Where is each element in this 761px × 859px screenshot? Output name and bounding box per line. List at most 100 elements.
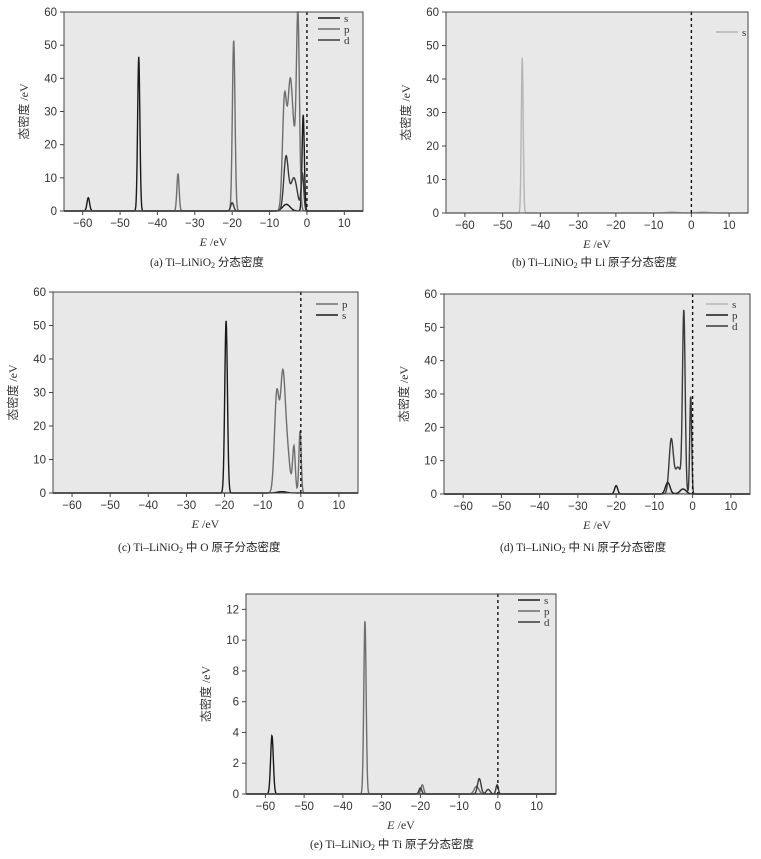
y-tick-label: 0 bbox=[431, 489, 437, 501]
x-tick-label: −10 bbox=[253, 500, 273, 512]
legend-label-s: s bbox=[742, 27, 746, 39]
x-tick-label: −60 bbox=[62, 500, 82, 512]
legend-label-s: s bbox=[342, 310, 346, 322]
x-tick-label: −10 bbox=[644, 220, 664, 232]
y-axis-label: 态密度 /eV bbox=[198, 666, 213, 723]
caption-d: (d) Ti–LiNiO2 中 Ni 原子分态密度 bbox=[500, 542, 667, 555]
y-tick-label: 0 bbox=[433, 208, 439, 220]
caption-c: (c) Ti–LiNiO2 中 O 原子分态密度 bbox=[118, 542, 281, 555]
x-tick-label: −20 bbox=[215, 500, 235, 512]
x-axis-label: E /eV bbox=[191, 517, 220, 531]
y-tick-label: 0 bbox=[40, 488, 46, 500]
y-tick-label: 20 bbox=[426, 141, 439, 153]
chart-svg-c: −60 −50 −40 −30 −20 −10 0 10 0 10 20 30 40 50 60 E /eV 态… bbox=[5, 287, 359, 531]
x-tick-label: 0 bbox=[495, 801, 501, 813]
y-tick-label: 10 bbox=[226, 635, 239, 647]
y-axis-label: 态密度 /eV bbox=[16, 83, 31, 140]
x-tick-label: −60 bbox=[453, 501, 473, 513]
y-tick-label: 40 bbox=[44, 73, 57, 85]
x-tick-label: −50 bbox=[493, 220, 513, 232]
x-tick-label: −20 bbox=[606, 501, 626, 513]
x-tick-label: −60 bbox=[73, 218, 93, 230]
plot-area bbox=[53, 292, 358, 493]
x-axis-label: E /eV bbox=[199, 235, 228, 249]
x-tick-label: 10 bbox=[723, 220, 736, 232]
x-tick-label: −60 bbox=[256, 801, 276, 813]
legend-label-p: p bbox=[342, 299, 348, 311]
x-tick-label: 10 bbox=[333, 500, 346, 512]
y-tick-label: 12 bbox=[226, 604, 239, 616]
plot-area bbox=[446, 12, 748, 213]
x-tick-label: 10 bbox=[724, 501, 737, 513]
legend-label-s: s bbox=[344, 13, 348, 25]
x-tick-label: −10 bbox=[645, 501, 665, 513]
x-tick-label: −50 bbox=[110, 218, 130, 230]
x-tick-label: −10 bbox=[260, 218, 280, 230]
x-tick-label: −40 bbox=[333, 801, 353, 813]
caption-b: (b) Ti–LiNiO2 中 Li 原子分态密度 bbox=[512, 257, 678, 270]
x-axis-label: E /eV bbox=[386, 818, 415, 832]
x-tick-label: 0 bbox=[298, 500, 304, 512]
y-tick-label: 60 bbox=[44, 7, 57, 19]
axes-frame bbox=[245, 593, 557, 795]
x-tick-label: −40 bbox=[148, 218, 168, 230]
x-tick-label: −30 bbox=[185, 218, 205, 230]
x-tick-label: −30 bbox=[177, 500, 197, 512]
chart-panel-a: −60 −50 −40 −30 −20 −10 0 10 0 10 20 30 40 50 60 E /eV 态… bbox=[0, 0, 380, 270]
x-tick-label: −50 bbox=[100, 500, 120, 512]
y-tick-label: 30 bbox=[426, 108, 439, 120]
chart-panel-e: −60 −50 −40 −30 −20 −10 0 10 0 2 4 6 8 10 12 E /eV 态密度 /… bbox=[190, 582, 570, 859]
y-tick-label: 60 bbox=[426, 7, 439, 19]
x-axis-label: E /eV bbox=[582, 237, 611, 251]
y-tick-label: 20 bbox=[424, 422, 437, 434]
y-tick-label: 50 bbox=[426, 41, 439, 53]
y-tick-label: 50 bbox=[44, 40, 57, 52]
chart-svg-b: −60 −50 −40 −30 −20 −10 0 10 0 10 20 30 40 50 60 E /eV 态… bbox=[398, 7, 749, 251]
legend-label-d: d bbox=[544, 617, 550, 629]
legend-label-d: d bbox=[732, 321, 738, 333]
chart-svg-a: −60 −50 −40 −30 −20 −10 0 10 0 10 20 30 40 50 60 E /eV 态… bbox=[16, 7, 364, 249]
y-axis-label: 态密度 /eV bbox=[398, 84, 413, 141]
y-axis-label: 态密度 /eV bbox=[5, 364, 20, 421]
chart-panel-b: −60 −50 −40 −30 −20 −10 0 10 0 10 20 30 40 50 60 E /eV 态… bbox=[380, 0, 761, 270]
x-tick-label: −10 bbox=[449, 801, 469, 813]
x-tick-label: −40 bbox=[139, 500, 159, 512]
y-tick-label: 40 bbox=[424, 356, 437, 368]
x-tick-label: −40 bbox=[531, 220, 551, 232]
caption-e: (e) Ti–LiNiO2 中 Ti 原子分态密度 bbox=[310, 839, 474, 852]
y-tick-label: 20 bbox=[44, 140, 57, 152]
y-tick-label: 6 bbox=[233, 697, 239, 709]
chart-panel-d: −60 −50 −40 −30 −20 −10 0 10 0 10 20 30 40 50 60 E /eV 态… bbox=[380, 282, 761, 554]
x-tick-label: 10 bbox=[338, 218, 351, 230]
plot-area bbox=[246, 594, 556, 794]
y-tick-label: 30 bbox=[424, 389, 437, 401]
y-tick-label: 40 bbox=[426, 74, 439, 86]
y-tick-label: 10 bbox=[33, 455, 46, 467]
chart-svg-e: −60 −50 −40 −30 −20 −10 0 10 0 2 4 6 8 10 12 E /eV 态密度 /… bbox=[198, 593, 557, 832]
y-tick-label: 40 bbox=[33, 354, 46, 366]
y-tick-label: 8 bbox=[233, 666, 239, 678]
x-axis-label: E /eV bbox=[582, 518, 611, 532]
x-tick-label: −20 bbox=[222, 218, 242, 230]
x-tick-label: 0 bbox=[304, 218, 310, 230]
y-tick-label: 30 bbox=[33, 388, 46, 400]
legend-label-p: p bbox=[732, 310, 738, 322]
x-tick-label: −30 bbox=[568, 501, 588, 513]
y-tick-label: 60 bbox=[33, 287, 46, 299]
x-tick-label: 0 bbox=[689, 501, 695, 513]
x-tick-label: −20 bbox=[411, 801, 431, 813]
y-tick-label: 60 bbox=[424, 289, 437, 301]
plot-area bbox=[64, 12, 363, 211]
plot-area bbox=[444, 294, 750, 494]
x-tick-label: −50 bbox=[492, 501, 512, 513]
y-tick-label: 0 bbox=[233, 789, 239, 801]
x-tick-label: −60 bbox=[455, 220, 475, 232]
chart-panel-c: −60 −50 −40 −30 −20 −10 0 10 0 10 20 30 40 50 60 E /eV 态… bbox=[0, 282, 380, 554]
y-tick-label: 20 bbox=[33, 421, 46, 433]
y-tick-label: 2 bbox=[233, 758, 239, 770]
y-tick-label: 10 bbox=[426, 175, 439, 187]
y-tick-label: 30 bbox=[44, 107, 57, 119]
caption-a: (a) Ti–LiNiO2 分态密度 bbox=[150, 257, 264, 270]
legend-label-s: s bbox=[732, 299, 736, 311]
y-tick-label: 4 bbox=[233, 727, 240, 739]
